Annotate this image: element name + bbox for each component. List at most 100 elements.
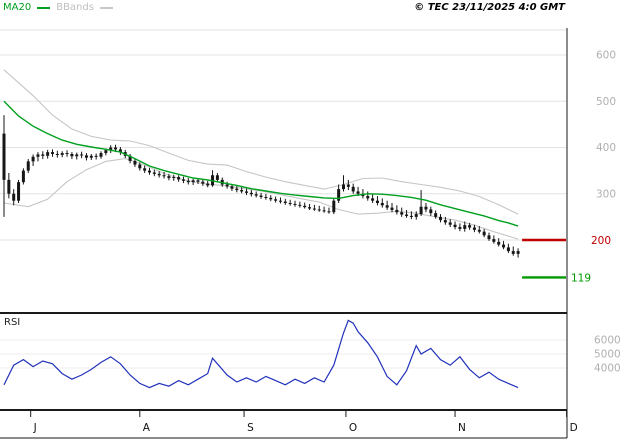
candle-body <box>298 204 302 206</box>
candle-body <box>235 188 239 191</box>
candle-body <box>458 227 462 229</box>
candle-body <box>351 186 355 192</box>
candle-body <box>186 180 190 183</box>
ma20-legend-label: MA20 <box>3 2 32 13</box>
candle-body <box>477 229 481 232</box>
candle-body <box>177 177 181 180</box>
candle-body <box>468 225 472 228</box>
resistance-level-label: 200 <box>591 235 611 247</box>
candle-body <box>448 222 452 225</box>
candle-body <box>172 177 176 179</box>
price-axis-label: 500 <box>596 96 616 108</box>
price-axis-label: 600 <box>596 50 616 62</box>
candle-body <box>240 190 244 192</box>
candle-body <box>487 235 491 240</box>
candle-body <box>463 225 467 229</box>
candle-body <box>167 176 171 179</box>
candle-body <box>472 227 476 230</box>
candle-body <box>215 175 219 180</box>
candle-body <box>143 168 147 171</box>
candle-body <box>312 208 316 210</box>
candle-body <box>230 186 234 189</box>
candle-body <box>511 251 515 254</box>
candle-body <box>99 153 103 157</box>
candle-body <box>332 200 336 213</box>
candle-body <box>439 216 442 221</box>
candle-body <box>89 155 93 158</box>
rsi-axis-label: 5000 <box>594 349 621 361</box>
ma20-line-swatch <box>37 6 51 9</box>
candle-body <box>327 211 331 213</box>
candle-body <box>453 224 457 228</box>
price-axis-label: 400 <box>596 142 616 154</box>
candle-body <box>26 161 30 171</box>
candle-body <box>380 203 384 206</box>
candle-body <box>366 196 370 199</box>
copyright-text: © TEC 23/11/2025 4:0 GMT <box>414 2 565 13</box>
candle-body <box>196 180 200 182</box>
month-label: D <box>570 422 578 434</box>
candle-body <box>201 181 205 184</box>
candle-body <box>274 199 278 201</box>
month-label: J <box>33 422 37 434</box>
candle-body <box>337 189 341 201</box>
candle-body <box>65 153 69 155</box>
candle-body <box>84 155 88 158</box>
candle-body <box>31 156 35 162</box>
candle-body <box>46 152 50 156</box>
candle-body <box>2 133 6 180</box>
candle-body <box>17 182 21 201</box>
candle-body <box>375 200 379 203</box>
candle-body <box>492 239 496 242</box>
candle-body <box>516 251 520 254</box>
candle-body <box>206 183 210 186</box>
candle-body <box>114 147 118 150</box>
candle-body <box>152 172 156 174</box>
candle-body <box>269 197 273 200</box>
candle-body <box>414 214 418 217</box>
candle-body <box>162 175 166 177</box>
candle-body <box>390 207 394 210</box>
candle-body <box>249 192 253 195</box>
candle-body <box>70 153 74 157</box>
bollinger-upper-band <box>3 69 519 215</box>
candle-body <box>133 160 137 165</box>
candle-body <box>506 247 510 252</box>
candle-body <box>400 212 404 215</box>
rsi-panel-label: RSI <box>4 317 21 328</box>
candle-body <box>157 173 161 176</box>
candle-body <box>181 179 185 181</box>
candle-body <box>148 170 151 173</box>
candle-body <box>7 179 11 194</box>
candle-body <box>405 214 409 216</box>
candle-body <box>12 193 16 201</box>
candle-body <box>60 153 64 155</box>
bbands-legend-label: BBands <box>56 2 94 13</box>
candle-body <box>419 206 423 215</box>
candle-body <box>293 203 297 205</box>
candle-body <box>371 198 375 201</box>
candle-body <box>36 154 40 157</box>
candle-body <box>424 206 428 210</box>
candle-body <box>55 153 59 155</box>
ma20-line <box>3 100 519 227</box>
candle-body <box>385 205 389 208</box>
candle-body <box>245 191 248 193</box>
candle-body <box>346 184 350 187</box>
support-level-label: 119 <box>571 272 591 284</box>
candle-body <box>443 220 447 223</box>
rsi-axis-label: 6000 <box>594 335 621 347</box>
candle-body <box>104 150 108 154</box>
bbands-line-swatch <box>99 6 113 9</box>
rsi-line <box>3 319 519 389</box>
candle-body <box>21 170 25 183</box>
candle-body <box>118 149 122 153</box>
candle-body <box>395 209 399 213</box>
candle-body <box>254 194 258 196</box>
candle-body <box>288 203 292 204</box>
candle-body <box>278 200 282 202</box>
indicator-legend: MA20 BBands <box>3 1 113 14</box>
candle-body <box>75 154 79 157</box>
